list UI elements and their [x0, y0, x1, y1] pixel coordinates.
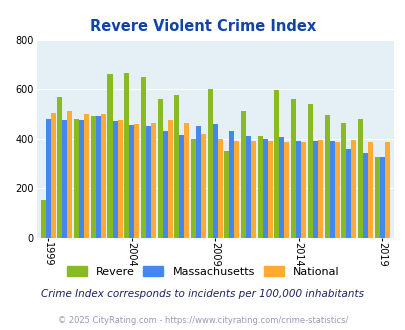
Bar [134, 124, 139, 238]
Bar [340, 122, 345, 238]
Bar [157, 99, 162, 238]
Bar [284, 142, 289, 238]
Bar [345, 148, 350, 238]
Bar [374, 157, 379, 238]
Bar [107, 74, 112, 238]
Bar [84, 114, 89, 238]
Bar [207, 89, 212, 238]
Bar [91, 116, 96, 238]
Bar [290, 99, 295, 238]
Bar [229, 131, 234, 238]
Bar [40, 200, 46, 238]
Bar [167, 120, 172, 238]
Bar [317, 140, 322, 238]
Bar [184, 122, 189, 238]
Bar [295, 141, 301, 238]
Bar [357, 119, 362, 238]
Bar [151, 122, 156, 238]
Text: Revere Violent Crime Index: Revere Violent Crime Index [90, 19, 315, 34]
Legend: Revere, Massachusetts, National: Revere, Massachusetts, National [63, 263, 342, 280]
Bar [350, 140, 355, 238]
Bar [250, 141, 256, 238]
Bar [384, 142, 389, 238]
Bar [329, 141, 334, 238]
Bar [379, 157, 384, 238]
Bar [324, 115, 329, 238]
Bar [196, 126, 200, 238]
Bar [267, 141, 272, 238]
Bar [274, 90, 279, 238]
Bar [262, 139, 267, 238]
Bar [62, 120, 67, 238]
Bar [224, 151, 229, 238]
Bar [334, 142, 339, 238]
Bar [212, 124, 217, 238]
Bar [67, 112, 72, 238]
Bar [96, 116, 100, 238]
Bar [200, 134, 205, 238]
Bar [79, 120, 84, 238]
Bar [141, 77, 145, 238]
Bar [145, 126, 151, 238]
Bar [174, 95, 179, 238]
Bar [51, 113, 55, 238]
Bar [124, 73, 129, 238]
Bar [190, 139, 196, 238]
Bar [162, 131, 167, 238]
Bar [57, 96, 62, 238]
Bar [301, 142, 305, 238]
Text: Crime Index corresponds to incidents per 100,000 inhabitants: Crime Index corresponds to incidents per… [41, 289, 364, 299]
Bar [179, 135, 184, 238]
Bar [279, 137, 284, 238]
Bar [241, 112, 245, 238]
Bar [362, 153, 367, 238]
Bar [100, 114, 106, 238]
Bar [257, 136, 262, 238]
Text: © 2025 CityRating.com - https://www.cityrating.com/crime-statistics/: © 2025 CityRating.com - https://www.city… [58, 316, 347, 325]
Bar [74, 119, 79, 238]
Bar [312, 141, 317, 238]
Bar [217, 139, 222, 238]
Bar [367, 142, 372, 238]
Bar [307, 104, 312, 238]
Bar [117, 120, 122, 238]
Bar [129, 125, 134, 238]
Bar [46, 119, 51, 238]
Bar [234, 141, 239, 238]
Bar [245, 136, 250, 238]
Bar [112, 121, 117, 238]
